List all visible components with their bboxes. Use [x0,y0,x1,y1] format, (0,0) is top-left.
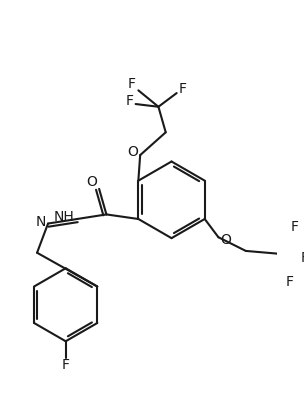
Text: F: F [301,251,304,265]
Text: N: N [36,215,46,229]
Text: O: O [127,145,138,159]
Text: F: F [291,220,299,234]
Text: F: F [125,94,133,108]
Text: F: F [179,82,187,95]
Text: F: F [285,275,294,289]
Text: O: O [86,175,97,188]
Text: O: O [220,233,231,247]
Text: NH: NH [54,210,75,224]
Text: F: F [128,77,136,91]
Text: F: F [62,358,70,372]
